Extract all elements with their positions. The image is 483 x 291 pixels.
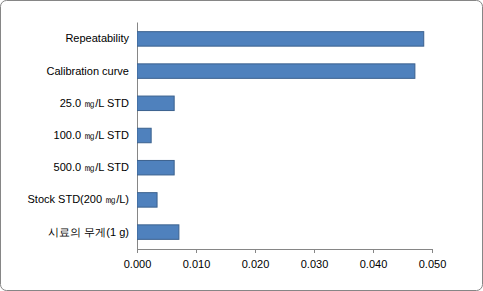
y-axis: Repeatability Calibration curve 25.0 ㎎/L S… (28, 23, 138, 250)
bar (137, 96, 174, 110)
y-tick-label: 100.0 ㎎/L STD (54, 129, 129, 141)
y-tick: Stock STD(200 ㎎/L) (28, 193, 129, 205)
y-tick: Calibration curve (46, 65, 129, 77)
bar (137, 128, 151, 142)
y-tick-label: Stock STD(200 ㎎/L) (28, 193, 129, 205)
plot: 0.000 0.010 0.020 0.030 0.040 0.050 Repeatabil… (28, 23, 447, 271)
x-tick-label: 0.050 (419, 258, 447, 270)
bar (137, 64, 415, 78)
x-tick-mark (255, 249, 256, 253)
x-tick: 0.030 (301, 249, 329, 270)
x-axis: 0.000 0.010 0.020 0.030 0.040 0.050 (124, 249, 447, 270)
bar (137, 160, 174, 174)
y-tick: Repeatability (65, 32, 129, 44)
y-tick: 500.0 ㎎/L STD (54, 161, 129, 173)
bars (137, 32, 424, 240)
y-tick-label: 25.0 ㎎/L STD (60, 97, 129, 109)
x-tick-label: 0.000 (124, 258, 152, 270)
chart: 0.000 0.010 0.020 0.030 0.040 0.050 Repeatabil… (0, 0, 483, 291)
bar (137, 193, 157, 207)
bar (137, 32, 424, 46)
x-tick-mark (432, 249, 433, 253)
x-tick-mark (196, 249, 197, 253)
x-tick-label: 0.030 (301, 258, 329, 270)
y-tick: 25.0 ㎎/L STD (60, 97, 129, 109)
bar (137, 225, 179, 239)
x-axis-line (138, 250, 433, 254)
x-tick: 0.010 (183, 249, 211, 270)
y-tick-label: Repeatability (65, 32, 129, 44)
y-tick-label: Calibration curve (46, 65, 129, 77)
x-tick: 0.000 (124, 249, 152, 270)
x-tick: 0.040 (360, 249, 388, 270)
y-tick: 100.0 ㎎/L STD (54, 129, 129, 141)
x-tick-mark (137, 249, 138, 253)
x-tick-mark (373, 249, 374, 253)
x-tick: 0.050 (419, 249, 447, 270)
chart-frame (1, 1, 483, 291)
x-tick-label: 0.040 (360, 258, 388, 270)
x-tick-label: 0.010 (183, 258, 211, 270)
x-tick-label: 0.020 (242, 258, 270, 270)
y-tick-label: 500.0 ㎎/L STD (54, 161, 129, 173)
y-tick-label: 시료의 무게(1 g) (48, 226, 129, 238)
x-tick: 0.020 (242, 249, 270, 270)
y-tick: 시료의 무게(1 g) (48, 226, 129, 238)
x-tick-mark (314, 249, 315, 253)
